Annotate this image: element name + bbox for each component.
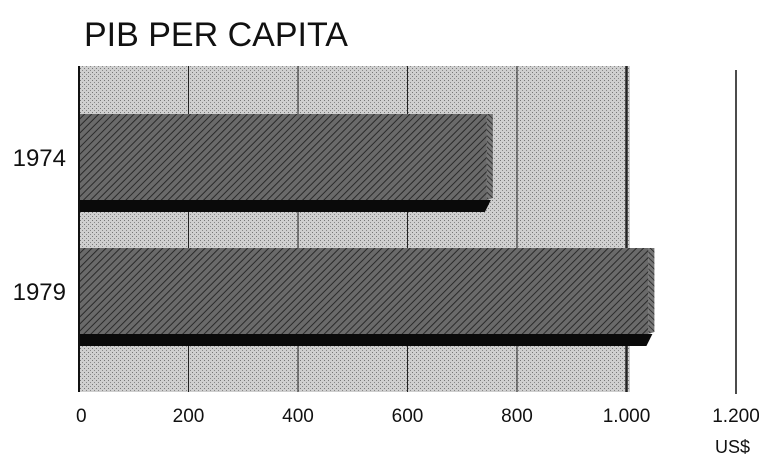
bar bbox=[79, 248, 649, 334]
x-tick-labels: 0 200 400 600 800 1.000 1.200 bbox=[76, 406, 759, 427]
x-tick-label: 400 bbox=[282, 406, 314, 427]
bar-shadow bbox=[79, 334, 653, 346]
bar-end-face bbox=[486, 114, 493, 200]
x-tick-label: 1.200 bbox=[712, 406, 759, 427]
category-label: 1974 bbox=[13, 145, 66, 172]
bar-end-face bbox=[648, 248, 655, 334]
category-label: 1979 bbox=[13, 279, 66, 306]
chart-title: PIB PER CAPITA bbox=[84, 16, 348, 54]
x-tick-label: 800 bbox=[501, 406, 533, 427]
category-labels: 1974 1979 bbox=[13, 145, 66, 306]
bars bbox=[79, 114, 655, 346]
bar bbox=[79, 114, 487, 200]
x-unit-label: US$ bbox=[715, 437, 750, 457]
x-tick-label: 200 bbox=[173, 406, 205, 427]
bar-shadow bbox=[79, 200, 491, 212]
x-tick-label: 1.000 bbox=[603, 406, 651, 427]
x-tick-label: 600 bbox=[392, 406, 424, 427]
x-tick-label: 0 bbox=[76, 406, 87, 427]
